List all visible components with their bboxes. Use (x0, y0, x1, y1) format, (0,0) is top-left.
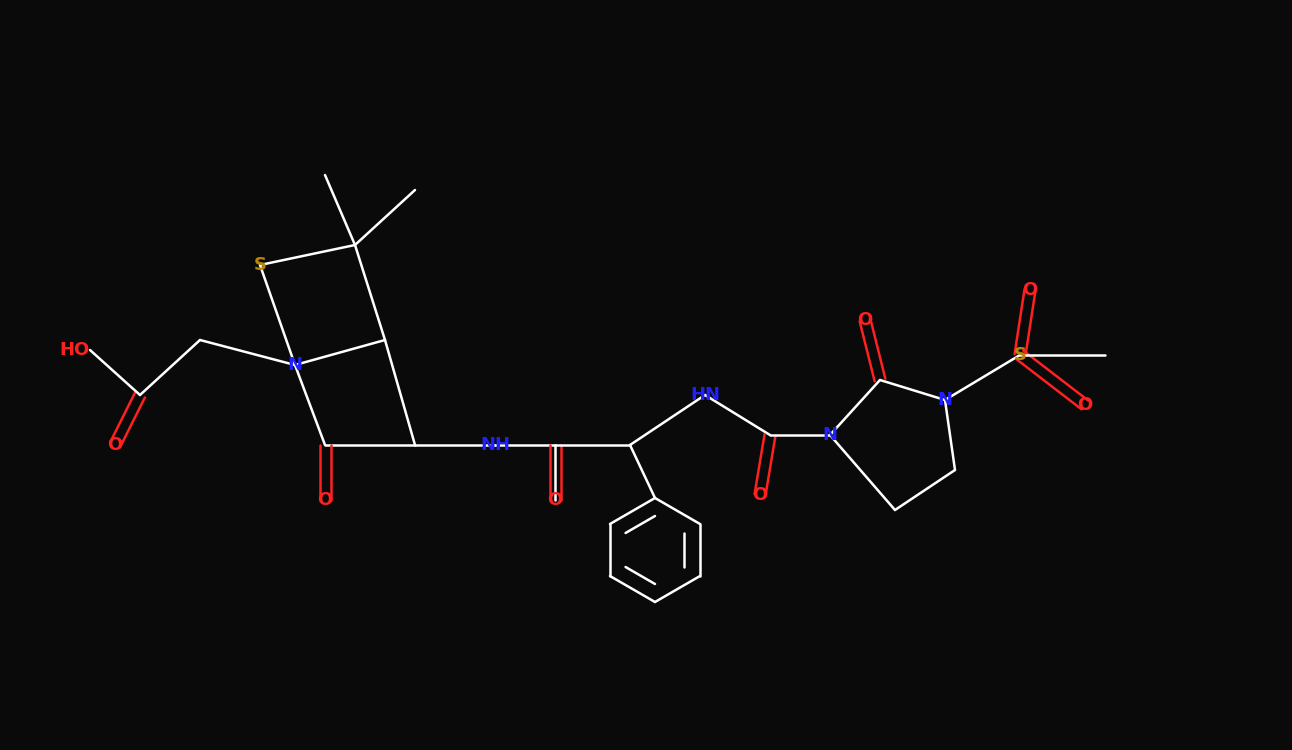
Text: S: S (253, 256, 266, 274)
Text: O: O (752, 486, 767, 504)
Text: O: O (858, 311, 872, 329)
Text: N: N (938, 391, 952, 409)
Text: O: O (1078, 396, 1093, 414)
Text: N: N (288, 356, 302, 374)
Text: NH: NH (481, 436, 510, 454)
Text: O: O (1022, 281, 1037, 299)
Text: O: O (318, 491, 332, 509)
Text: HN: HN (690, 386, 720, 404)
Text: S: S (1013, 346, 1027, 364)
Text: N: N (823, 426, 837, 444)
Text: O: O (107, 436, 123, 454)
Text: O: O (548, 491, 562, 509)
Text: HO: HO (59, 341, 90, 359)
